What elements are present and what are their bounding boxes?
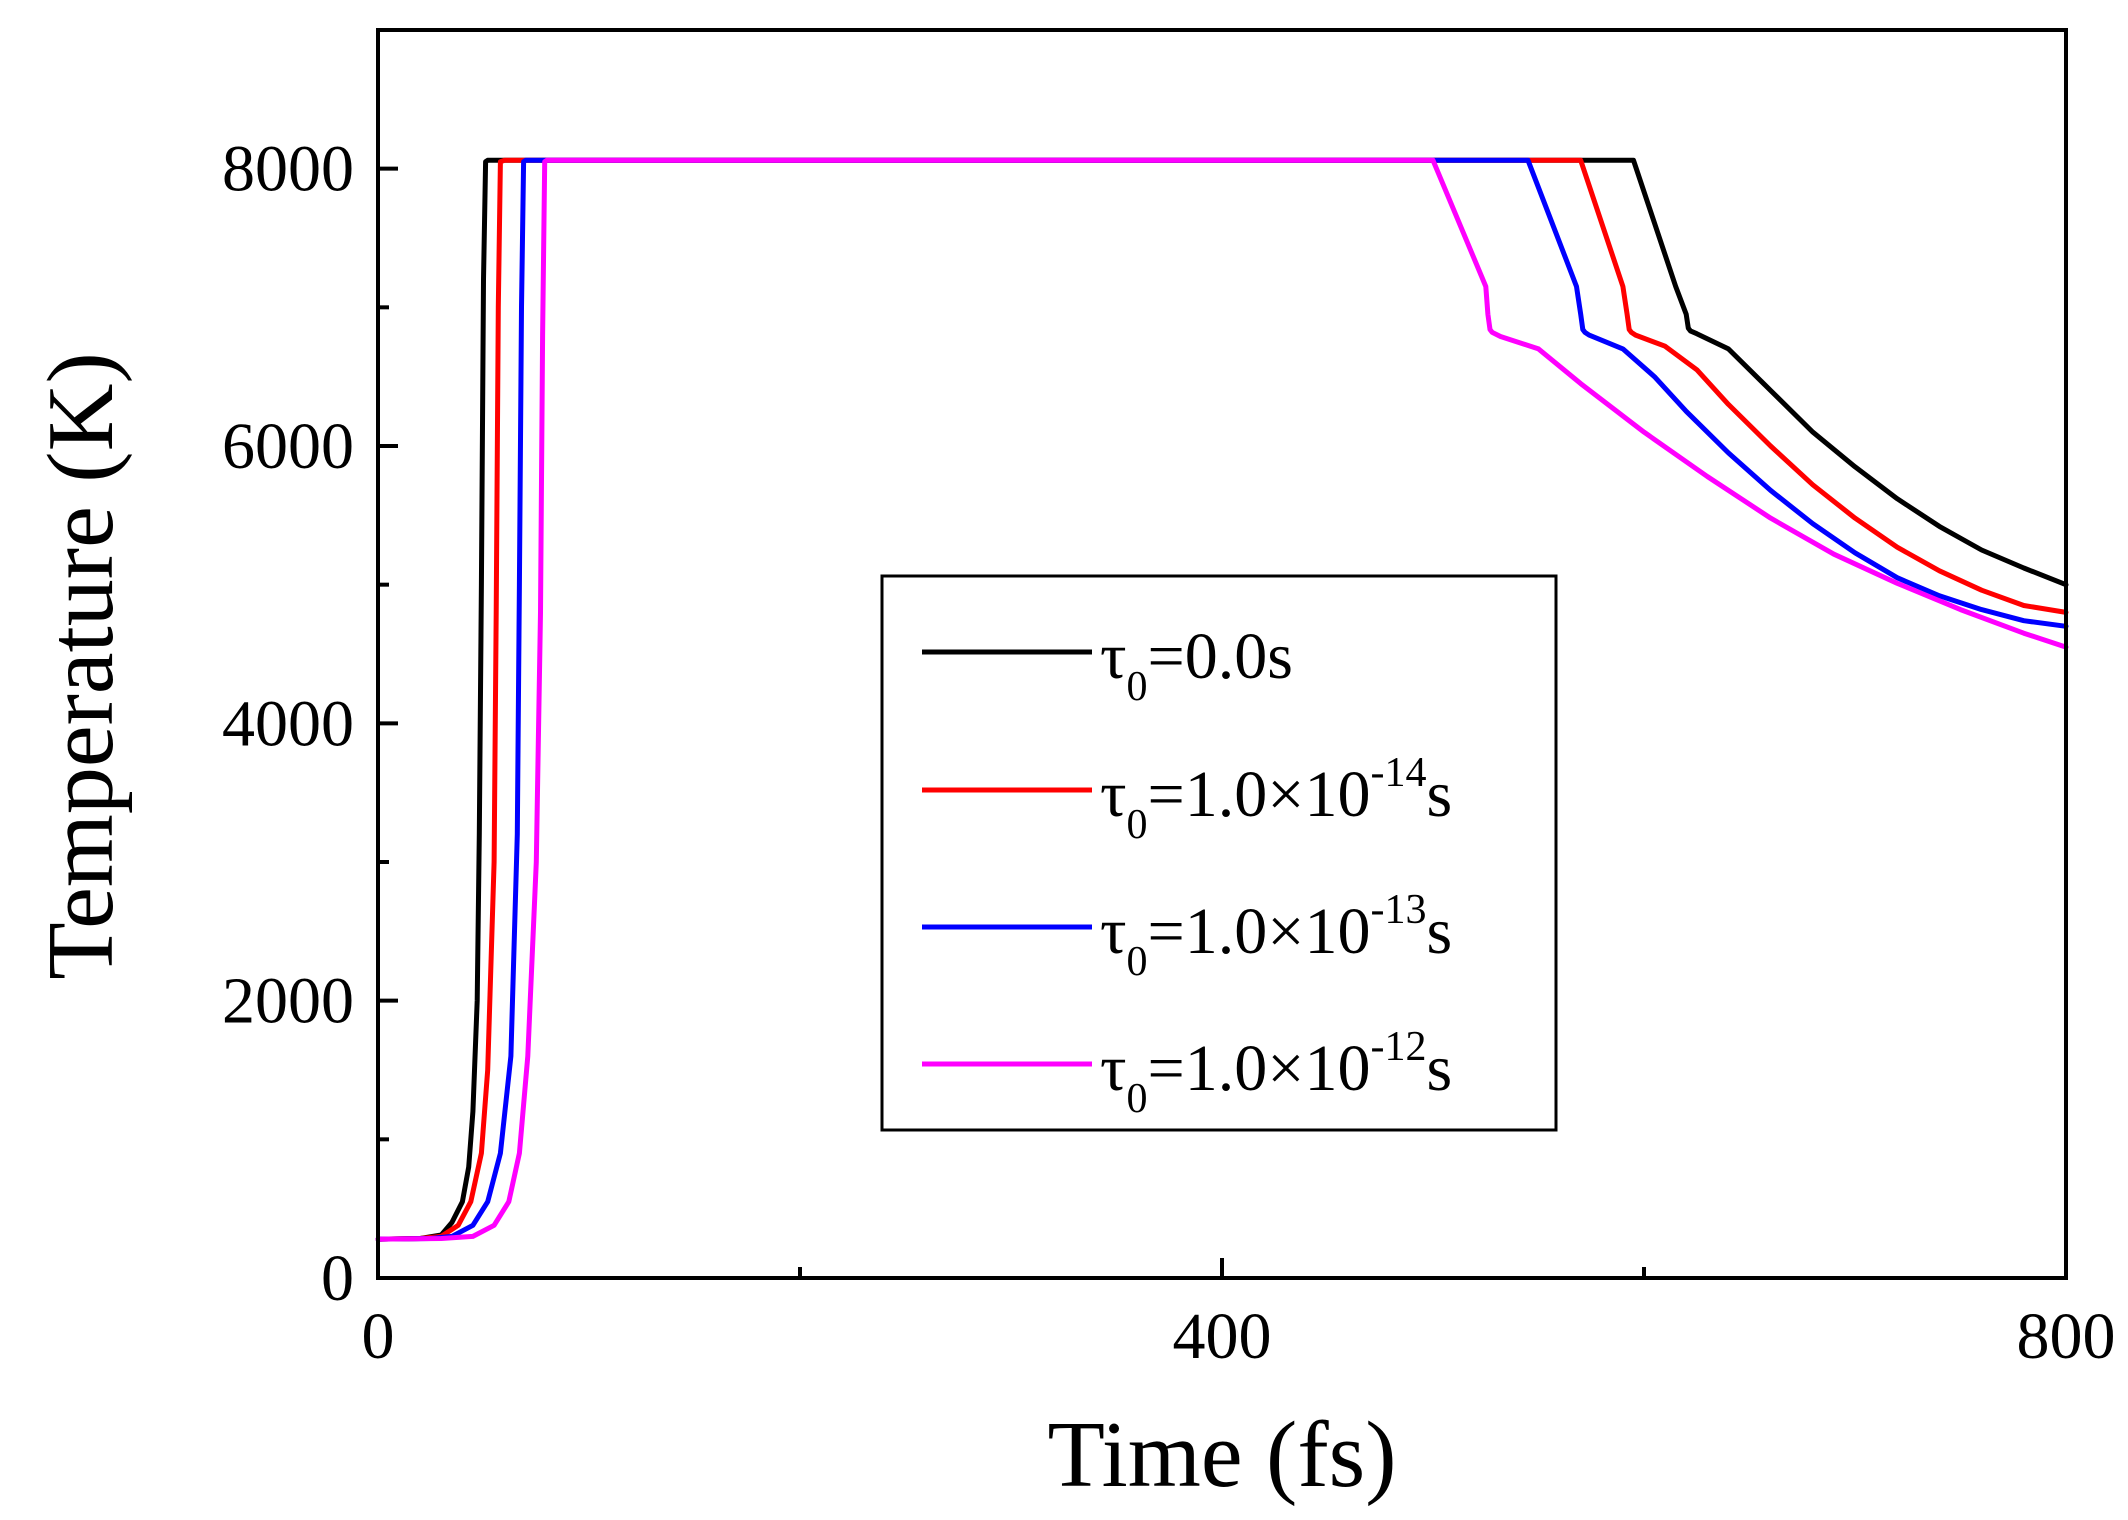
legend-label-1: τ0=1.0×10-14s xyxy=(1100,750,1452,848)
series-layer xyxy=(375,157,2069,1242)
series-line-2 xyxy=(375,157,2069,1242)
axis-ticks xyxy=(376,166,2068,1280)
x-tick-label-2: 800 xyxy=(2017,1300,2116,1373)
x-tick-label-1: 400 xyxy=(1173,1300,1272,1373)
series-line-3 xyxy=(375,157,2069,1242)
legend-box xyxy=(880,574,1558,1132)
y-tick-label-1: 2000 xyxy=(222,965,354,1038)
legend-label-0: τ0=0.0s xyxy=(1100,620,1293,710)
y-tick-label-2: 4000 xyxy=(222,687,354,760)
x-axis-title: Time (fs) xyxy=(1047,1403,1396,1507)
y-axis-title: Temperature (K) xyxy=(29,352,133,980)
legend-label-3: τ0=1.0×10-12s xyxy=(1100,1024,1452,1122)
legend: τ0=0.0s τ0=1.0×10-14s τ0=1.0×10-13s τ0=1.0×… xyxy=(880,574,1558,1132)
y-tick-label-3: 6000 xyxy=(222,410,354,483)
legend-label-2: τ0=1.0×10-13s xyxy=(1100,887,1452,985)
y-tick-label-4: 8000 xyxy=(222,133,354,206)
y-tick-label-0: 0 xyxy=(321,1242,354,1315)
x-tick-label-0: 0 xyxy=(362,1300,395,1373)
